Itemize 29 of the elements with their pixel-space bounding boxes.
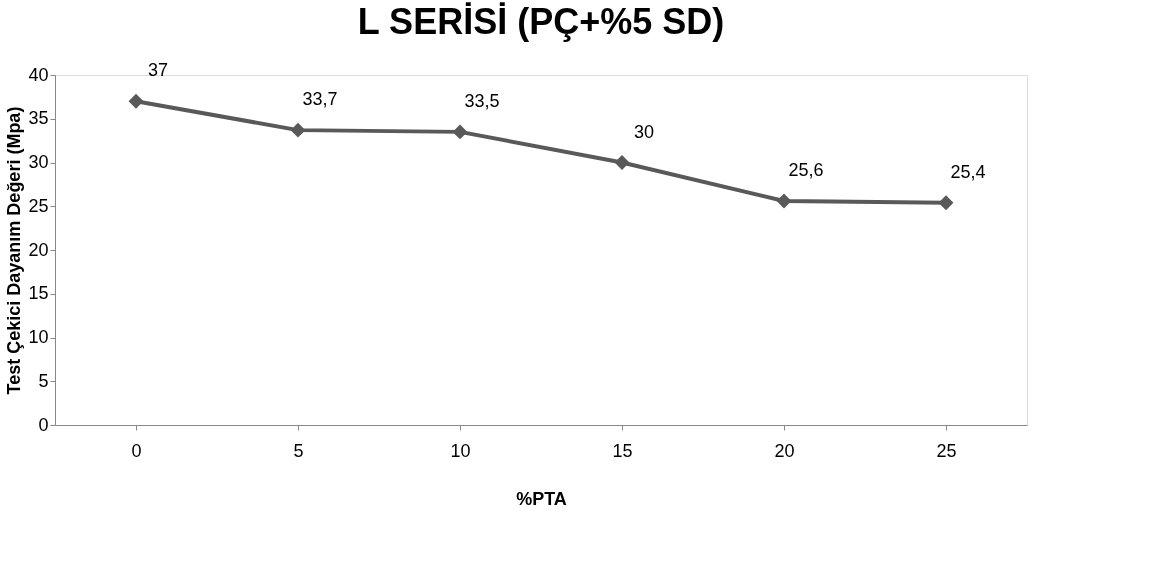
y-tick-label: 0: [38, 414, 49, 435]
y-tick-label: 15: [28, 283, 49, 304]
x-tick-label: 10: [450, 440, 471, 461]
data-label: 33,7: [302, 89, 338, 110]
y-tick-label: 30: [28, 152, 49, 172]
y-tick-label: 40: [28, 64, 49, 85]
y-tick-label: 5: [38, 370, 49, 391]
point: [290, 122, 306, 138]
data-label: 25,6: [788, 160, 824, 180]
y-tick-label: 25: [28, 195, 49, 216]
chart-title: L SERİSİ (PÇ+%5 SD): [357, 1, 725, 43]
point: [938, 195, 954, 211]
y-tick-label: 35: [28, 108, 49, 129]
point: [452, 124, 468, 140]
point: [776, 193, 792, 209]
y-tick-label: 10: [28, 327, 49, 347]
x-tick-label: 15: [612, 440, 633, 461]
point: [128, 93, 144, 109]
x-tick-label: 5: [293, 440, 304, 461]
x-tick-label: 20: [774, 440, 795, 461]
y-tick-label: 20: [28, 239, 49, 260]
data-label: 37: [147, 60, 169, 81]
x-axis-title: %PTA: [516, 488, 567, 509]
x-tick-label: 25: [936, 440, 957, 461]
data-label: 33,5: [464, 90, 500, 111]
data-label: 30: [633, 121, 655, 142]
x-tick-label: 0: [131, 440, 142, 461]
y-axis-title: Test Çekici Dayanım Değeri (Mpa): [4, 106, 25, 395]
data-label: 25,4: [950, 161, 986, 182]
